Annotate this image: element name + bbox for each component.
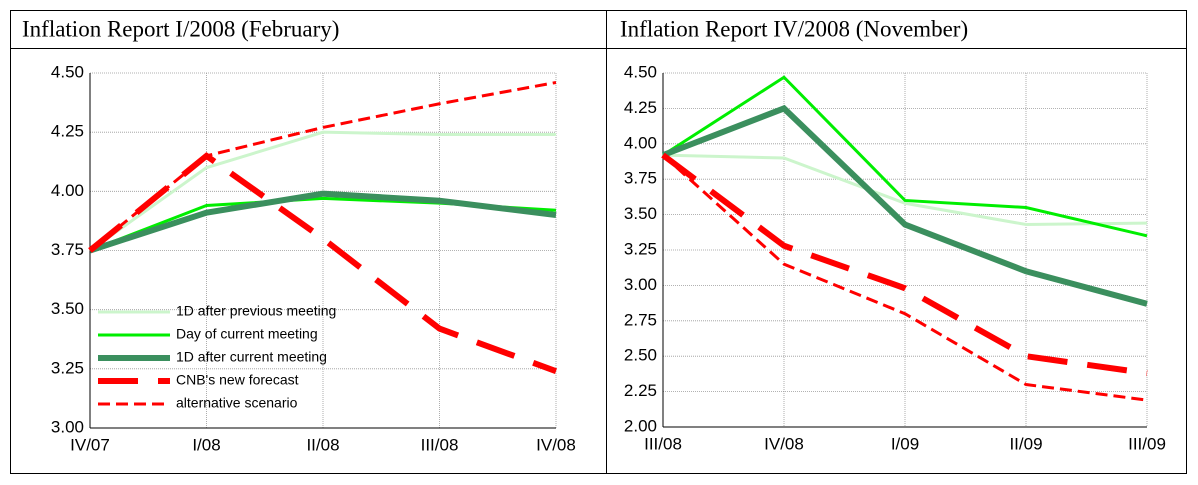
chart-title: Inflation Report IV/2008 (November) xyxy=(620,16,968,41)
y-tick-label: 3.00 xyxy=(624,275,657,294)
y-tick-label: 2.50 xyxy=(624,346,657,365)
legend-label: 1D after current meeting xyxy=(176,349,327,365)
y-tick-label: 3.75 xyxy=(624,169,657,188)
x-tick-label: IV/08 xyxy=(536,435,576,454)
x-tick-label: II/08 xyxy=(306,435,339,454)
legend-label: alternative scenario xyxy=(176,395,298,411)
legend-label: CNB's new forecast xyxy=(176,372,299,388)
y-tick-label: 3.50 xyxy=(624,204,657,223)
series-line xyxy=(662,75,1148,238)
series-line xyxy=(89,130,556,252)
x-tick-label: I/09 xyxy=(891,434,919,453)
legend-label: 1D after previous meeting xyxy=(176,303,336,319)
y-tick-label: 4.00 xyxy=(624,133,657,152)
y-tick-label: 2.00 xyxy=(624,416,657,435)
series-line xyxy=(89,80,557,252)
frame xyxy=(10,10,1187,474)
x-tick-label: III/08 xyxy=(421,435,459,454)
series-line xyxy=(88,152,558,375)
legend-label: Day of current meeting xyxy=(176,326,318,342)
y-tick-label: 3.25 xyxy=(624,239,657,258)
series-line xyxy=(89,190,557,254)
y-tick-label: 2.25 xyxy=(624,381,657,400)
y-tick-label: 3.50 xyxy=(51,299,84,318)
y-tick-label: 4.00 xyxy=(51,181,84,200)
y-tick-label: 3.75 xyxy=(51,240,84,259)
y-tick-label: 4.50 xyxy=(51,62,84,81)
x-tick-label: I/08 xyxy=(192,435,220,454)
y-tick-label: 4.50 xyxy=(624,62,657,81)
x-tick-label: IV/07 xyxy=(70,435,110,454)
y-tick-label: 3.00 xyxy=(51,417,84,436)
y-tick-label: 4.25 xyxy=(624,98,657,117)
series-line xyxy=(662,153,1148,227)
y-tick-label: 4.25 xyxy=(51,122,84,141)
y-tick-label: 2.75 xyxy=(624,310,657,329)
chart-title: Inflation Report I/2008 (February) xyxy=(22,16,339,41)
x-tick-label: III/09 xyxy=(1128,434,1166,453)
y-tick-label: 3.25 xyxy=(51,358,84,377)
series-line xyxy=(661,154,1148,402)
series-line xyxy=(661,152,1148,377)
x-tick-label: IV/08 xyxy=(764,434,804,453)
series-line xyxy=(661,104,1148,307)
x-tick-label: II/09 xyxy=(1009,434,1042,453)
x-tick-label: III/08 xyxy=(644,434,682,453)
